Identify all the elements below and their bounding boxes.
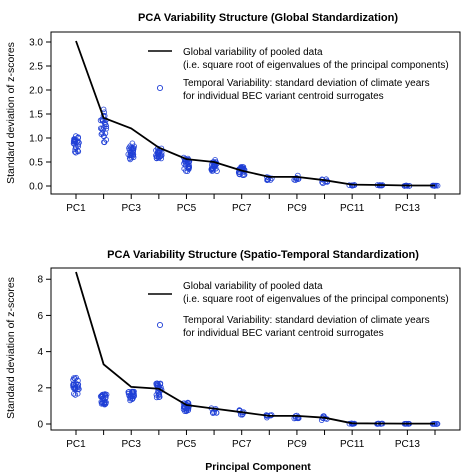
legend-points-swatch — [156, 84, 164, 92]
temporal-variability-point — [129, 396, 136, 403]
temporal-variability-point — [102, 130, 109, 137]
temporal-variability-point — [184, 157, 191, 164]
temporal-variability-point — [102, 394, 109, 401]
legend-line-label-1: Global variability of pooled data — [183, 281, 323, 292]
x-tick-label: PC1 — [66, 439, 86, 450]
temporal-variability-point — [99, 391, 106, 398]
legend-points-label-2: for individual BEC variant centroid surr… — [183, 328, 384, 339]
y-tick-label: 0.5 — [29, 158, 43, 169]
temporal-variability-point — [209, 165, 216, 172]
temporal-variability-point — [102, 120, 108, 127]
x-tick-label: PC1 — [66, 203, 86, 214]
temporal-variability-point — [156, 155, 162, 161]
temporal-variability-point — [153, 394, 160, 401]
x-tick-label: PC11 — [340, 439, 365, 450]
legend-line-label-2: (i.e. square root of eigenvalues of the … — [183, 294, 449, 305]
temporal-variability-point — [185, 164, 192, 170]
x-tick-label: PC5 — [177, 203, 197, 214]
legend-points-label-2: for individual BEC variant centroid surr… — [183, 91, 384, 102]
legend-points-label-1: Temporal Variability: standard deviation… — [183, 315, 430, 326]
global-variability-line — [75, 40, 435, 187]
legend-points-swatch — [156, 321, 164, 329]
x-tick-label: PC13 — [395, 203, 420, 214]
x-tick-label: PC13 — [395, 439, 420, 450]
chart-title: PCA Variability Structure (Global Standa… — [138, 12, 398, 24]
temporal-variability-points — [70, 106, 441, 189]
global-variability-line-group — [75, 40, 435, 187]
y-tick-label: 2.0 — [29, 86, 43, 97]
temporal-variability-point — [98, 398, 105, 405]
y-axis-label: Standard deviation of z-scores — [5, 277, 17, 419]
plot-frame — [50, 267, 461, 431]
temporal-variability-point — [182, 405, 188, 412]
x-tick-label: PC3 — [122, 439, 142, 450]
temporal-variability-point — [154, 380, 160, 387]
temporal-variability-point — [128, 154, 135, 161]
temporal-variability-point — [103, 137, 109, 143]
chart-title: PCA Variability Structure (Spatio-Tempor… — [107, 249, 419, 261]
y-axis: 0 2 4 6 8 — [37, 275, 51, 431]
temporal-variability-point — [102, 391, 108, 397]
temporal-variability-point — [74, 390, 81, 397]
panel-global-standardization: PCA Variability Structure (Global Standa… — [5, 12, 461, 214]
temporal-variability-point — [75, 386, 81, 393]
y-tick-label: 1.5 — [29, 110, 43, 121]
temporal-variability-points — [70, 374, 441, 427]
x-tick-label: PC9 — [287, 439, 307, 450]
temporal-variability-point — [213, 409, 220, 416]
plot-frame — [50, 31, 461, 195]
legend: Global variability of pooled data (i.e. … — [148, 47, 449, 102]
temporal-variability-point — [210, 410, 216, 416]
y-tick-label: 4 — [37, 347, 43, 358]
temporal-variability-point — [264, 177, 270, 184]
temporal-variability-point — [73, 380, 79, 387]
temporal-variability-point — [72, 375, 78, 382]
y-tick-label: 2 — [37, 383, 43, 394]
x-tick-label: PC5 — [177, 439, 197, 450]
legend-points-label-1: Temporal Variability: standard deviation… — [183, 78, 430, 89]
temporal-variability-point — [130, 154, 137, 161]
temporal-variability-point — [72, 138, 79, 145]
temporal-variability-point — [154, 149, 161, 156]
temporal-variability-point — [103, 123, 110, 130]
x-axis: PC1 PC3 PC5 PC7 PC9 PC11 PC13 — [66, 194, 436, 214]
legend-line-label-1: Global variability of pooled data — [183, 47, 323, 58]
y-tick-label: 0 — [37, 420, 43, 431]
global-variability-line — [75, 271, 435, 425]
y-axis-label: Standard deviation of z-scores — [5, 42, 17, 184]
temporal-variability-point — [130, 389, 137, 396]
temporal-variability-point — [99, 399, 105, 406]
temporal-variability-point — [130, 395, 136, 402]
y-tick-label: 6 — [37, 311, 43, 322]
x-tick-label: PC9 — [287, 203, 307, 214]
temporal-variability-point — [128, 148, 134, 155]
x-axis: PC1 PC3 PC5 PC7 PC9 PC11 PC13 — [66, 430, 436, 450]
temporal-variability-point — [126, 147, 133, 153]
temporal-variability-point — [127, 143, 133, 150]
temporal-variability-point — [153, 391, 160, 398]
y-tick-label: 3.0 — [29, 38, 43, 49]
y-tick-label: 1.0 — [29, 134, 43, 145]
temporal-variability-point — [209, 168, 215, 174]
legend: Global variability of pooled data (i.e. … — [148, 281, 449, 339]
global-variability-line-group — [75, 271, 435, 425]
temporal-variability-point — [125, 390, 132, 397]
x-tick-label: PC3 — [122, 203, 142, 214]
temporal-variability-point — [75, 143, 81, 150]
y-tick-label: 8 — [37, 275, 43, 286]
x-tick-label: PC7 — [232, 439, 252, 450]
temporal-variability-point — [100, 124, 107, 131]
x-tick-label: PC7 — [232, 203, 252, 214]
legend-line-label-2: (i.e. square root of eigenvalues of the … — [183, 60, 449, 71]
y-tick-label: 2.5 — [29, 62, 43, 73]
panel-spatio-temporal-standardization: PCA Variability Structure (Spatio-Tempor… — [5, 249, 461, 473]
temporal-variability-point — [72, 386, 78, 393]
temporal-variability-point — [70, 138, 77, 145]
x-tick-label: PC11 — [340, 203, 365, 214]
y-tick-label: 0.0 — [29, 182, 43, 193]
x-axis-label: Principal Component — [205, 461, 311, 473]
y-axis: 0.0 0.5 1.0 1.5 2.0 2.5 3.0 — [29, 38, 51, 193]
temporal-variability-point — [323, 176, 330, 183]
